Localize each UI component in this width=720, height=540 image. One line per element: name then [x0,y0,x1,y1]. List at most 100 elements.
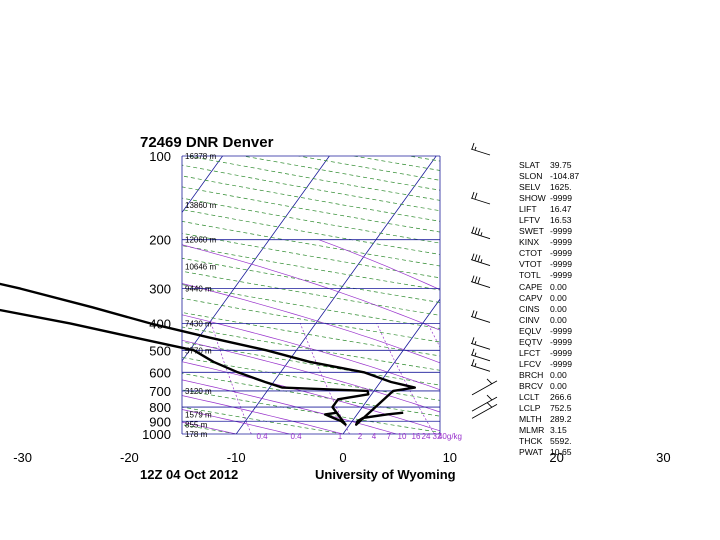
dry-adiabat-line [182,197,440,244]
dry-adiabat-line [182,232,440,279]
dry-adiabat-line [187,156,440,201]
wind-barb [471,394,498,412]
index-row: SELV 1625. [519,182,590,193]
index-value: 0.00 [550,303,567,314]
dry-adiabat-line [182,186,440,233]
mixing-ratio-line [642,323,720,434]
station-title: 72469 DNR Denver [140,134,274,151]
index-row: THCK 5592. [519,436,590,447]
wind-barb [470,337,491,350]
temperature-tick-label: -30 [13,450,32,465]
profile-layer [0,282,416,426]
pressure-tick-label: 900 [149,414,171,429]
index-key: LCLT [519,391,540,402]
height-label: 12060 m [185,236,216,245]
index-row: LFCT -9999 [519,348,590,359]
index-value: 16.53 [550,215,572,226]
index-value: 39.75 [550,160,572,170]
index-key: EQTV [519,336,543,347]
mixing-ratio-label: 1 [338,432,343,441]
dry-adiabat-line [0,156,129,434]
dry-adiabat-line [182,312,440,357]
dry-adiabat-line [630,156,720,434]
dry-adiabat-line [182,270,440,316]
index-key: SHOW [519,193,546,204]
date-label: 12Z 04 Oct 2012 [140,467,239,482]
moist-adiabat-line [182,395,344,434]
wind-barb [470,310,491,323]
height-label: 178 m [185,430,208,439]
index-row: LFCV -9999 [519,359,590,370]
wind-barb-layer [470,142,498,419]
index-key: SLON [519,171,543,182]
height-label: 7430 m [185,319,212,328]
height-label: 1579 m [185,410,212,419]
mixing-ratio-line [27,323,49,434]
index-value: 0.00 [550,314,567,325]
mixing-ratio-label: 16 [412,432,421,441]
index-row: KINX -9999 [519,237,590,248]
mixing-ratio-label: 4 [372,432,377,441]
pressure-tick-label: 200 [149,233,171,248]
source-label: University of Wyoming [315,467,456,482]
stability-indices-table: SLAT 39.75 SLON -104.87 SELV 1625. SHOW -9999 LI… [519,160,590,458]
height-label: 5770 m [185,346,212,355]
index-row: PWAT 10.65 [519,447,590,458]
index-key: CINS [519,303,540,314]
index-value: 5592. [550,436,572,447]
height-label: 16378 m [185,152,216,161]
index-key: MLTH [519,414,542,425]
wind-barb [470,359,491,372]
mixing-ratio-label: 24 [422,432,431,441]
index-row: BRCV 0.00 [519,381,590,392]
pressure-tick-label: 800 [149,400,171,415]
height-label: 3120 m [185,387,212,396]
dry-adiabat-line [182,257,440,303]
index-row: EQTV -9999 [519,337,590,348]
dry-adiabat-line [182,389,440,433]
pressure-tick-label: 300 [149,282,171,297]
mixing-ratio-label: 0.4 [290,432,302,441]
moist-adiabat-line [182,339,440,413]
wind-barb [471,402,498,419]
index-key: SLAT [519,160,540,170]
dry-adiabat-line [182,357,440,401]
pressure-tick-label: 600 [149,365,171,380]
temperature-tick-label: -10 [227,450,246,465]
wind-barb [470,142,491,156]
dry-adiabat-line [686,156,720,434]
mixing-ratio-label: 40g/kg [438,432,462,441]
index-row: CINV 0.00 [519,315,590,326]
dry-adiabat-line [182,245,440,291]
temperature-tick-label: -20 [120,450,139,465]
wind-barb [470,275,491,289]
dry-adiabat-line [182,175,440,222]
index-value: -9999 [550,336,572,347]
index-value: 289.2 [550,414,572,425]
index-value: -9999 [550,347,572,358]
height-label: 855 m [185,421,208,430]
temperature-tick-label: 30 [656,450,670,465]
index-value: -9999 [550,237,572,248]
index-row: MLMR 3.15 [519,425,590,436]
index-key: CAPV [519,292,543,303]
index-key: CAPE [519,281,543,292]
isotherm-line [182,156,223,213]
index-value: -9999 [550,248,572,259]
index-value: 752.5 [550,403,572,414]
mixing-ratio-label: 0.4 [256,432,268,441]
dry-adiabat-line [182,297,440,343]
height-label: 13860 m [185,201,216,210]
height-label: 9440 m [185,285,212,294]
index-row: EQLV -9999 [519,326,590,337]
index-row: SWET -9999 [519,226,590,237]
index-key: KINX [519,237,540,248]
index-value: 10.65 [550,447,572,458]
index-value: 0.00 [550,380,567,391]
label-layer: 1002003004005006007008009001000-80-70-60… [13,149,670,465]
index-value: -104.87 [550,171,580,182]
mixing-ratio-label: 2 [358,432,363,441]
index-key: CTOT [519,248,543,259]
index-row: SLAT 39.75 [519,160,590,171]
